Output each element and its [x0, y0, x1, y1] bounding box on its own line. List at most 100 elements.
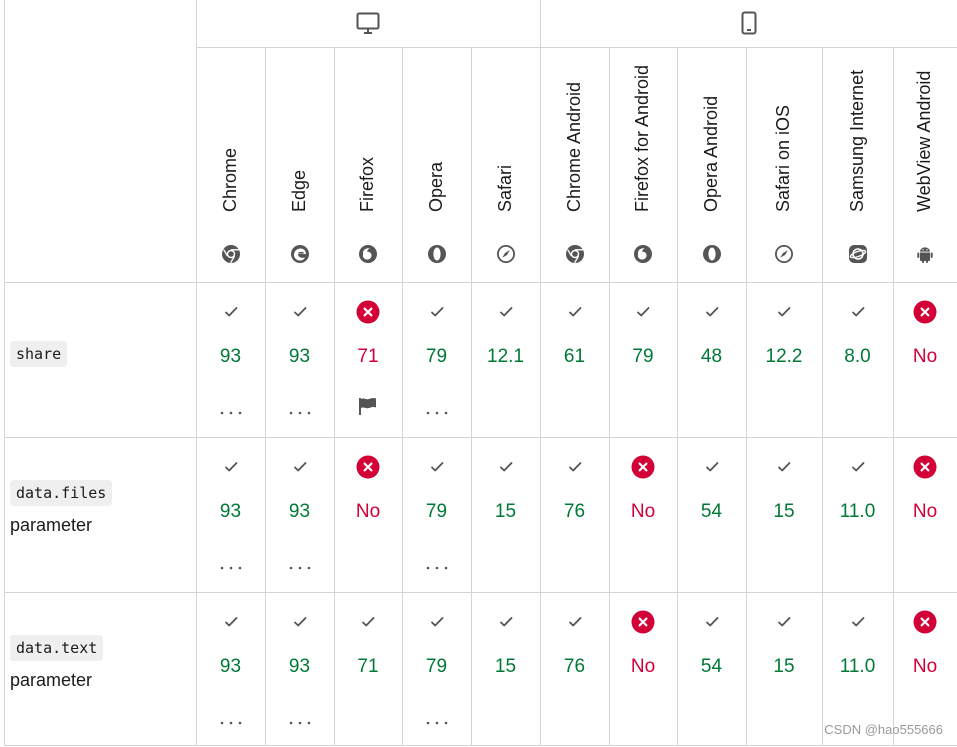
- check-icon: [772, 610, 796, 634]
- edge-icon: [290, 244, 310, 264]
- support-cell-firefox[interactable]: 71: [334, 282, 402, 437]
- support-cell-firefox-android[interactable]: 79: [609, 282, 677, 437]
- more-info-icon[interactable]: [288, 713, 312, 725]
- support-cell-safari[interactable]: 15: [471, 592, 540, 747]
- version-label: No: [912, 656, 938, 677]
- grid-line: [540, 47, 541, 746]
- version-label: 93: [288, 656, 311, 677]
- grid-line: [4, 592, 957, 593]
- check-icon: [700, 300, 724, 324]
- feature-code[interactable]: data.text: [10, 635, 104, 661]
- browser-name: Chrome Android: [563, 81, 584, 212]
- column-header-chrome-android: Chrome Android: [540, 47, 609, 282]
- more-info-icon[interactable]: [219, 403, 243, 415]
- check-icon: [219, 455, 243, 479]
- column-header-safari-ios: Safari on iOS: [746, 47, 822, 282]
- column-header-firefox-android: Firefox for Android: [609, 47, 677, 282]
- support-cell-safari-ios[interactable]: 15: [746, 437, 822, 592]
- support-cell-samsung-internet[interactable]: 11.0: [822, 592, 893, 747]
- support-cell-edge[interactable]: 93: [265, 437, 334, 592]
- more-info-icon[interactable]: [219, 558, 243, 570]
- more-info-icon[interactable]: [288, 558, 312, 570]
- column-header-safari: Safari: [471, 47, 540, 282]
- support-cell-chrome[interactable]: 93: [196, 437, 265, 592]
- grid-line: [4, 0, 5, 746]
- more-info-icon[interactable]: [425, 713, 449, 725]
- no-support-icon: [631, 610, 655, 634]
- grid-line: [540, 0, 541, 47]
- support-cell-safari[interactable]: 12.1: [471, 282, 540, 437]
- support-cell-edge[interactable]: 93: [265, 592, 334, 747]
- support-cell-webview-android[interactable]: No: [893, 592, 957, 747]
- desktop-icon: [355, 10, 381, 36]
- version-label: 8.0: [844, 346, 871, 367]
- version-label: 15: [773, 656, 795, 677]
- support-cell-webview-android[interactable]: No: [893, 282, 957, 437]
- version-label: 15: [494, 501, 517, 522]
- browser-name: Firefox for Android: [632, 64, 652, 212]
- version-label: 48: [700, 346, 723, 367]
- support-cell-firefox-android[interactable]: No: [609, 437, 677, 592]
- browser-name: Samsung Internet: [846, 69, 867, 212]
- version-label: 76: [563, 501, 586, 522]
- support-cell-opera[interactable]: 79: [402, 282, 471, 437]
- check-icon: [772, 455, 796, 479]
- version-label: 54: [700, 501, 723, 522]
- android-icon: [915, 244, 935, 264]
- browser-name: Chrome: [219, 147, 240, 212]
- feature-name: share: [10, 341, 68, 367]
- browser-name: WebView Android: [914, 70, 934, 212]
- check-icon: [631, 300, 655, 324]
- version-label: 54: [700, 656, 723, 677]
- support-cell-safari-ios[interactable]: 12.2: [746, 282, 822, 437]
- support-cell-chrome[interactable]: 93: [196, 592, 265, 747]
- more-info-icon[interactable]: [425, 558, 449, 570]
- feature-code[interactable]: data.files: [10, 480, 113, 506]
- grid-line: [402, 47, 403, 746]
- check-icon: [425, 455, 449, 479]
- support-cell-webview-android[interactable]: No: [893, 437, 957, 592]
- samsung-internet-icon: [848, 244, 868, 264]
- firefox-icon: [358, 244, 378, 264]
- grid-line: [746, 47, 747, 746]
- firefox-icon: [633, 244, 653, 264]
- support-cell-chrome-android[interactable]: 61: [540, 282, 609, 437]
- support-cell-opera-android[interactable]: 54: [677, 437, 746, 592]
- support-cell-samsung-internet[interactable]: 8.0: [822, 282, 893, 437]
- support-cell-chrome[interactable]: 93: [196, 282, 265, 437]
- check-icon: [846, 300, 870, 324]
- feature-code[interactable]: share: [10, 341, 68, 367]
- support-cell-chrome-android[interactable]: 76: [540, 592, 609, 747]
- support-cell-opera[interactable]: 79: [402, 437, 471, 592]
- check-icon: [494, 610, 518, 634]
- more-info-icon[interactable]: [425, 403, 449, 415]
- feature-name: data.files: [10, 480, 113, 506]
- mobile-icon: [736, 10, 762, 36]
- grid-line: [334, 47, 335, 746]
- support-cell-chrome-android[interactable]: 76: [540, 437, 609, 592]
- check-icon: [494, 455, 518, 479]
- check-icon: [219, 610, 243, 634]
- no-support-icon: [631, 455, 655, 479]
- support-cell-firefox[interactable]: No: [334, 437, 402, 592]
- support-cell-samsung-internet[interactable]: 11.0: [822, 437, 893, 592]
- support-cell-opera-android[interactable]: 54: [677, 592, 746, 747]
- check-icon: [563, 455, 587, 479]
- version-label: No: [912, 501, 938, 522]
- version-label: 93: [219, 346, 242, 367]
- support-cell-opera[interactable]: 79: [402, 592, 471, 747]
- more-info-icon[interactable]: [219, 713, 243, 725]
- opera-icon: [702, 244, 722, 264]
- support-cell-firefox-android[interactable]: No: [609, 592, 677, 747]
- support-cell-opera-android[interactable]: 48: [677, 282, 746, 437]
- support-cell-edge[interactable]: 93: [265, 282, 334, 437]
- more-info-icon[interactable]: [288, 403, 312, 415]
- check-icon: [219, 300, 243, 324]
- column-header-samsung-internet: Samsung Internet: [822, 47, 893, 282]
- browser-name: Safari: [494, 164, 515, 212]
- check-icon: [425, 300, 449, 324]
- support-cell-firefox[interactable]: 71: [334, 592, 402, 747]
- no-support-icon: [356, 300, 380, 324]
- support-cell-safari[interactable]: 15: [471, 437, 540, 592]
- support-cell-safari-ios[interactable]: 15: [746, 592, 822, 747]
